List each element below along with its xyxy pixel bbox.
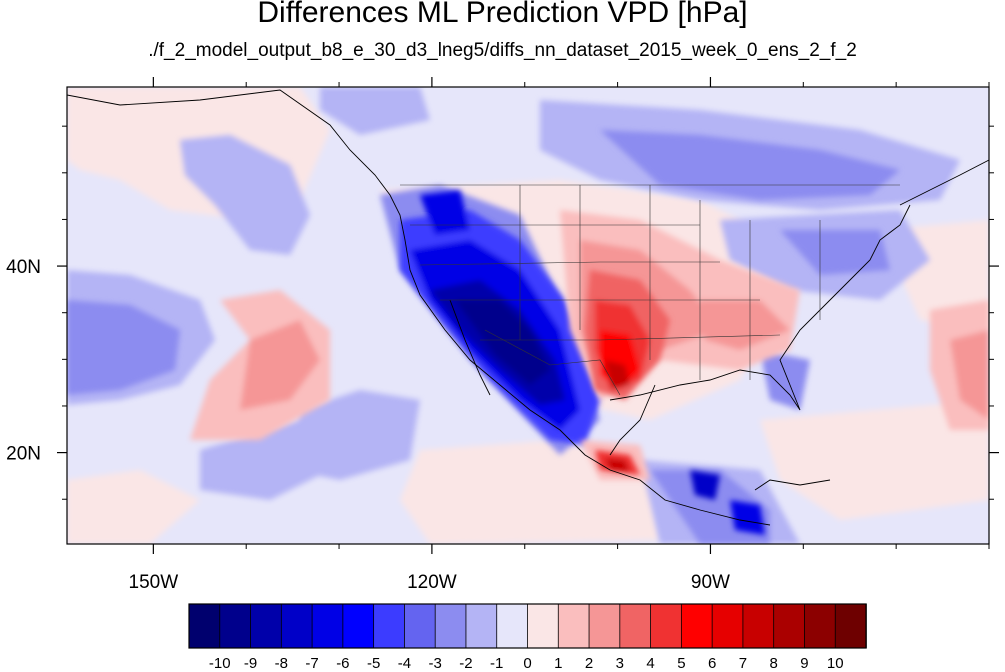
colorbar-label: -7 — [305, 655, 318, 672]
colorbar-swatch — [680, 603, 713, 649]
colorbar-swatch — [311, 603, 344, 649]
y-tick-label: 20N — [6, 444, 41, 465]
chart-title: Differences ML Prediction VPD [hPa] — [257, 0, 748, 29]
colorbar: -10 -9 -8 -7 -6 -5 -4 -3 -2 -1 0 1 2 3 4 5 6 7 8 9 10 — [188, 603, 867, 672]
colorbar-swatch — [373, 603, 406, 649]
colorbar-label: 0 — [523, 655, 531, 672]
colorbar-label: 3 — [616, 655, 624, 672]
colorbar-label: -2 — [459, 655, 472, 672]
colorbar-swatch — [834, 603, 867, 649]
colorbar-label: 5 — [677, 655, 685, 672]
colorbar-label: 4 — [646, 655, 654, 672]
colorbar-swatch — [342, 603, 375, 649]
political-borders — [400, 184, 900, 396]
colorbar-label: 8 — [770, 655, 778, 672]
colorbar-label: -5 — [367, 655, 380, 672]
colorbar-label: -6 — [336, 655, 349, 672]
colorbar-swatch — [188, 603, 221, 649]
map-field — [67, 87, 989, 544]
colorbar-swatch — [219, 603, 252, 649]
colorbar-label: 2 — [585, 655, 593, 672]
colorbar-swatch — [404, 603, 436, 649]
colorbar-swatch — [250, 603, 283, 649]
colorbar-swatch — [434, 603, 467, 649]
colorbar-swatch — [588, 603, 621, 649]
colorbar-swatch — [650, 603, 683, 649]
colorbar-swatch — [465, 603, 498, 649]
colorbar-label: 7 — [739, 655, 747, 672]
colorbar-swatch — [711, 603, 744, 649]
colorbar-frame — [188, 603, 867, 649]
colorbar-label: 10 — [827, 655, 844, 672]
colorbar-label: -9 — [244, 655, 257, 672]
y-tick-label: 40N — [6, 257, 41, 278]
colorbar-swatch — [742, 603, 775, 649]
colorbar-swatch — [773, 603, 806, 649]
coastlines — [67, 89, 989, 526]
colorbar-swatch — [619, 603, 652, 649]
colorbar-label: -8 — [275, 655, 288, 672]
colorbar-label: -1 — [490, 655, 503, 672]
colorbar-label: 6 — [708, 655, 716, 672]
axis-ticks — [57, 77, 999, 554]
chart-subtitle: ./f_2_model_output_b8_e_30_d3_lneg5/diff… — [148, 40, 857, 61]
negative-anomaly-strong — [400, 190, 765, 535]
map-frame — [66, 86, 990, 545]
x-tick-label: 120W — [407, 572, 457, 593]
positive-anomaly-strong — [585, 270, 670, 475]
axis-tick-labels: 150W 120W 90W 40N 20N — [6, 257, 730, 593]
colorbar-label: 9 — [800, 655, 808, 672]
x-tick-label: 90W — [691, 572, 730, 593]
colorbar-label: 1 — [554, 655, 562, 672]
colorbar-swatch — [280, 603, 313, 649]
colorbar-label: -3 — [429, 655, 442, 672]
colorbar-label: -10 — [209, 655, 231, 672]
colorbar-swatch — [557, 603, 590, 649]
colorbar-swatch — [527, 603, 560, 649]
colorbar-label: -4 — [398, 655, 411, 672]
colorbar-swatch — [496, 603, 529, 649]
x-tick-label: 150W — [129, 572, 179, 593]
colorbar-swatch — [804, 603, 837, 649]
